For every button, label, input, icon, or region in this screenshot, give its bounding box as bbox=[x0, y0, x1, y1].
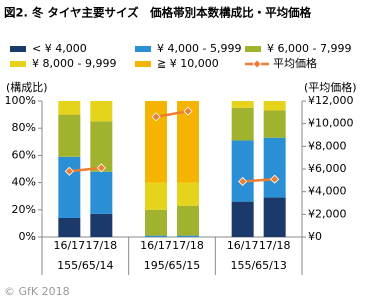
x-tick-label: 17/18 bbox=[85, 239, 117, 252]
legend-label: < ¥ 4,000 bbox=[32, 42, 87, 55]
bar-segment bbox=[263, 110, 286, 138]
line-marker bbox=[183, 106, 193, 116]
y-tick-label: 40% bbox=[12, 176, 36, 189]
bar-segment bbox=[263, 101, 286, 111]
y2-tick-label: ¥6,000 bbox=[308, 162, 347, 175]
y2-tick-label: ¥12,000 bbox=[308, 94, 354, 107]
bar-segment bbox=[145, 235, 167, 237]
y2-axis-label: (平均価格) bbox=[304, 80, 357, 94]
group-label: 155/65/14 bbox=[57, 259, 113, 272]
line bbox=[69, 166, 102, 173]
bar-segment bbox=[58, 101, 81, 115]
legend-swatch bbox=[10, 61, 26, 67]
y-tick-label: 100% bbox=[5, 94, 36, 107]
legend-label: ¥ 8,000 - 9,999 bbox=[32, 57, 116, 70]
line-marker bbox=[238, 176, 248, 187]
legend-swatch bbox=[135, 46, 151, 52]
line bbox=[155, 109, 189, 119]
bar-segment bbox=[90, 101, 113, 122]
y2-tick-label: ¥8,000 bbox=[308, 139, 347, 152]
y2-tick-label: ¥0 bbox=[308, 230, 322, 243]
legend-marker bbox=[252, 59, 262, 69]
bar-segment bbox=[145, 101, 167, 183]
copyright: © GfK 2018 bbox=[4, 285, 70, 298]
legend-label: 平均価格 bbox=[273, 56, 317, 70]
bar-segment bbox=[231, 201, 254, 237]
bar-segment bbox=[90, 171, 113, 214]
line-marker bbox=[151, 112, 161, 122]
bar-segment bbox=[145, 209, 167, 236]
bar-segment bbox=[263, 137, 286, 198]
line-marker bbox=[96, 163, 106, 173]
x-tick-label: 16/17 bbox=[53, 239, 85, 252]
y-tick-label: 80% bbox=[12, 121, 36, 134]
line-marker bbox=[64, 166, 74, 176]
group-label: 155/65/13 bbox=[230, 259, 286, 272]
bar-segment bbox=[90, 213, 113, 237]
bar-segment bbox=[231, 140, 254, 202]
line-marker bbox=[270, 174, 280, 184]
x-tick-label: 16/17 bbox=[140, 239, 172, 252]
x-tick-label: 17/18 bbox=[172, 239, 204, 252]
y-axis-label: (構成比) bbox=[6, 81, 48, 94]
line bbox=[242, 177, 275, 183]
y2-tick-label: ¥2,000 bbox=[308, 207, 347, 220]
bar-segment bbox=[231, 101, 254, 108]
legend-label: ¥ 4,000 - 5,999 bbox=[157, 42, 241, 55]
bar-segment bbox=[58, 114, 81, 157]
y-tick-label: 0% bbox=[19, 230, 36, 243]
bar-segment bbox=[263, 197, 286, 237]
y2-tick-label: ¥10,000 bbox=[308, 117, 354, 130]
bar-segment bbox=[145, 182, 167, 210]
bar-segment bbox=[58, 217, 81, 237]
legend-swatch bbox=[10, 46, 26, 52]
legend-label: ¥ 6,000 - 7,999 bbox=[267, 42, 351, 55]
bar-segment bbox=[90, 121, 113, 172]
x-tick-label: 17/18 bbox=[259, 239, 291, 252]
bar-segment bbox=[58, 156, 81, 218]
legend-swatch bbox=[245, 46, 261, 52]
bar-segment bbox=[231, 107, 254, 141]
bar-segment bbox=[177, 205, 199, 236]
legend-label: ≧ ¥ 10,000 bbox=[157, 57, 219, 70]
x-tick-label: 16/17 bbox=[227, 239, 259, 252]
bar-segment bbox=[177, 182, 199, 206]
group-label: 195/65/15 bbox=[144, 259, 200, 272]
y-tick-label: 60% bbox=[12, 148, 36, 161]
legend-swatch bbox=[135, 61, 151, 67]
bar-segment bbox=[177, 101, 199, 183]
y2-tick-label: ¥4,000 bbox=[308, 185, 347, 198]
bar-segment bbox=[177, 235, 199, 237]
y-tick-label: 20% bbox=[12, 203, 36, 216]
chart-title: 図2. 冬 タイヤ主要サイズ 価格帯別本数構成比・平均価格 bbox=[4, 6, 312, 20]
